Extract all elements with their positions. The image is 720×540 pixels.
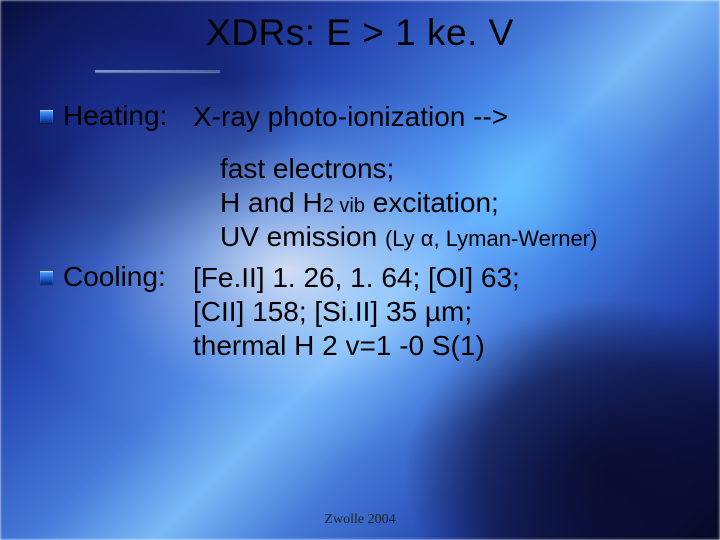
- detail-line-3: UV emission (Ly α, Lyman-Werner): [220, 220, 680, 254]
- cooling-line-1: [Fe.II] 1. 26, 1. 64; [OI] 63;: [193, 261, 680, 295]
- detail-2b: 2 vib: [323, 195, 365, 217]
- cooling-line-2: [CII] 158; [Si.II] 35 µm;: [193, 295, 680, 329]
- detail-3a: UV emission: [220, 221, 385, 252]
- detail-line-2: H and H2 vib excitation;: [220, 186, 680, 220]
- title-underline: [95, 70, 220, 72]
- bullet-icon: [40, 271, 53, 284]
- heating-detail-block: fast electrons; H and H2 vib excitation;…: [220, 152, 680, 254]
- detail-2c: excitation;: [365, 187, 499, 218]
- bullet-icon: [40, 110, 53, 123]
- footer-text: Zwolle 2004: [0, 512, 720, 528]
- cooling-content: [Fe.II] 1. 26, 1. 64; [OI] 63; [CII] 158…: [193, 261, 680, 363]
- detail-line-1: fast electrons;: [220, 152, 680, 186]
- heating-label: Heating:: [63, 100, 193, 132]
- slide-container: XDRs: E > 1 ke. V Heating: X-ray photo-i…: [0, 0, 720, 540]
- heating-content: X-ray photo-ionization -->: [193, 100, 680, 134]
- detail-3b: (Ly α, Lyman-Werner): [385, 226, 597, 251]
- cooling-line-3: thermal H 2 v=1 -0 S(1): [193, 329, 680, 363]
- heating-row: Heating: X-ray photo-ionization -->: [40, 100, 680, 134]
- cooling-label: Cooling:: [63, 261, 193, 293]
- slide-title: XDRs: E > 1 ke. V: [40, 12, 680, 54]
- detail-2a: H and H: [220, 187, 323, 218]
- cooling-row: Cooling: [Fe.II] 1. 26, 1. 64; [OI] 63; …: [40, 261, 680, 363]
